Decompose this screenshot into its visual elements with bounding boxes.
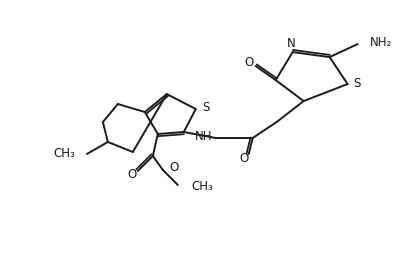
Text: N: N bbox=[287, 37, 296, 50]
Text: O: O bbox=[239, 152, 249, 166]
Text: S: S bbox=[354, 77, 361, 90]
Text: O: O bbox=[244, 56, 253, 69]
Text: O: O bbox=[170, 161, 179, 174]
Text: NH: NH bbox=[195, 130, 213, 144]
Text: O: O bbox=[127, 168, 137, 182]
Text: CH₃: CH₃ bbox=[53, 148, 75, 160]
Text: S: S bbox=[202, 101, 209, 113]
Text: CH₃: CH₃ bbox=[192, 181, 214, 193]
Text: NH₂: NH₂ bbox=[370, 36, 392, 49]
